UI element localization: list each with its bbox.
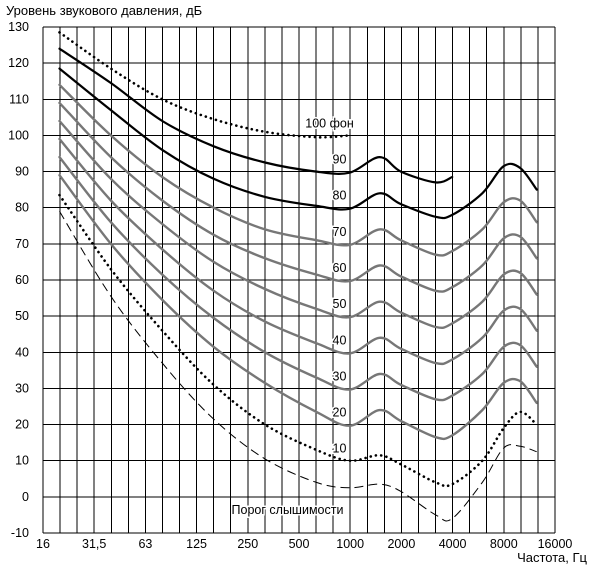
series-line-4 bbox=[58, 101, 538, 293]
curve-label: Порог слышимости bbox=[232, 503, 344, 517]
x-tick-label: 4000 bbox=[439, 537, 467, 551]
x-tick-label: 16 bbox=[36, 537, 50, 551]
x-tick-label: 2000 bbox=[387, 537, 415, 551]
y-tick-label: 90 bbox=[15, 165, 29, 179]
y-tick-label: 120 bbox=[8, 56, 29, 70]
curve-label: 50 bbox=[333, 297, 347, 311]
curve-label: 20 bbox=[333, 406, 347, 420]
y-tick-label: 20 bbox=[15, 418, 29, 432]
y-axis-title: Уровень звукового давления, дБ bbox=[6, 3, 202, 18]
curve-label: 40 bbox=[333, 333, 347, 347]
series-line-10 bbox=[59, 211, 537, 522]
x-tick-label: 500 bbox=[289, 537, 310, 551]
series-line-9 bbox=[58, 193, 538, 488]
curve-label: 60 bbox=[333, 261, 347, 275]
x-tick-label: 125 bbox=[186, 537, 207, 551]
y-tick-label: 60 bbox=[15, 273, 29, 287]
series-line-8 bbox=[58, 174, 538, 441]
chart-series bbox=[58, 31, 538, 522]
series-line-2 bbox=[58, 67, 538, 220]
y-tick-label: 130 bbox=[8, 20, 29, 34]
x-axis-title: Частота, Гц bbox=[517, 550, 587, 565]
series-line-7 bbox=[58, 155, 538, 402]
x-tick-label: 31,5 bbox=[82, 537, 106, 551]
curve-label: 80 bbox=[333, 189, 347, 203]
y-tick-label: 80 bbox=[15, 201, 29, 215]
y-tick-label: 70 bbox=[15, 237, 29, 251]
y-tick-label: 40 bbox=[15, 345, 29, 359]
curve-label: 10 bbox=[333, 442, 347, 456]
x-tick-label: 63 bbox=[138, 537, 152, 551]
curve-label: 100 фон bbox=[305, 116, 354, 130]
curve-label: 30 bbox=[333, 369, 347, 383]
series-line-3 bbox=[58, 83, 538, 257]
y-tick-label: 10 bbox=[15, 454, 29, 468]
y-tick-label: 50 bbox=[15, 309, 29, 323]
series-line-6 bbox=[58, 137, 538, 366]
x-tick-label: 16000 bbox=[538, 537, 573, 551]
y-tick-label: 30 bbox=[15, 381, 29, 395]
curve-label: 70 bbox=[333, 225, 347, 239]
chart-grid bbox=[42, 26, 556, 534]
curve-labels: 100 фон 90 80 70 60 50 40 30 20 10 Порог слышимост… bbox=[230, 115, 355, 519]
y-tick-label: 0 bbox=[22, 490, 29, 504]
x-tick-label: 250 bbox=[237, 537, 258, 551]
x-tick-label: 8000 bbox=[490, 537, 518, 551]
y-tick-label: -10 bbox=[11, 526, 29, 540]
y-tick-label: 100 bbox=[8, 128, 29, 142]
x-tick-label: 1000 bbox=[336, 537, 364, 551]
series-line-1 bbox=[58, 47, 454, 184]
series-line-5 bbox=[58, 119, 538, 329]
curve-label: 90 bbox=[333, 153, 347, 167]
series-line-0 bbox=[58, 31, 351, 139]
y-tick-label: 110 bbox=[9, 92, 29, 106]
